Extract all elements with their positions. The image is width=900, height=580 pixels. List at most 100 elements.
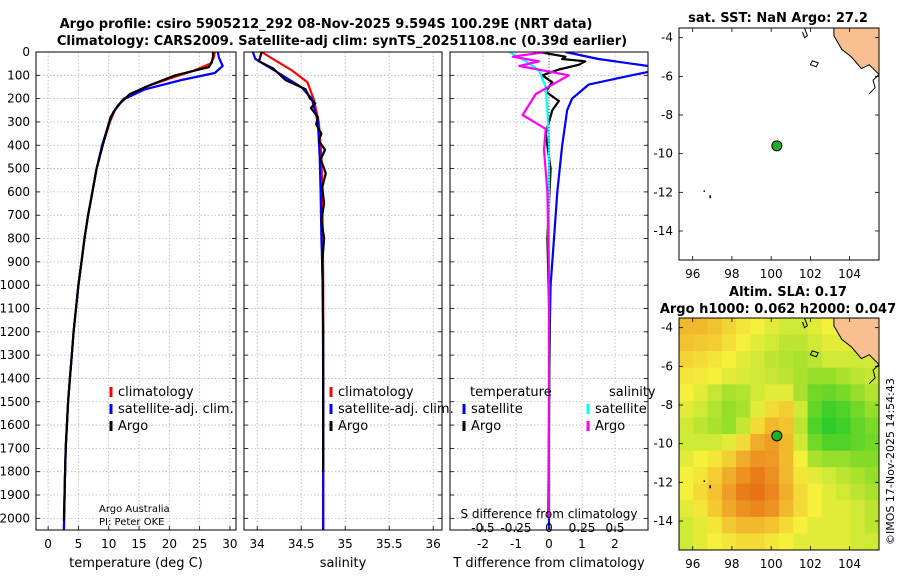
sla-cell bbox=[864, 400, 879, 419]
sla-cell bbox=[679, 318, 694, 336]
xtick-label: 30 bbox=[222, 537, 237, 551]
sla-cell bbox=[807, 334, 823, 352]
sla-cell bbox=[764, 467, 780, 485]
legend-label: Argo bbox=[471, 419, 501, 434]
sla-cell bbox=[836, 351, 851, 369]
plot-frame bbox=[35, 51, 237, 531]
xtick-label: 0 bbox=[545, 537, 553, 551]
sla-cell bbox=[679, 450, 694, 468]
sla-cell bbox=[793, 483, 809, 501]
sla-cell bbox=[679, 516, 694, 535]
map-body bbox=[679, 318, 879, 550]
sla-cell bbox=[821, 434, 837, 452]
sla-cell bbox=[864, 450, 879, 468]
sla-cell bbox=[807, 483, 823, 501]
sla-cell bbox=[764, 417, 780, 435]
ytick-label: -12 bbox=[653, 475, 673, 489]
sla-cell bbox=[693, 384, 709, 402]
island bbox=[703, 480, 706, 482]
sla-cell bbox=[836, 384, 851, 402]
xtick-label: 34.5 bbox=[288, 537, 315, 551]
legend-label: climatology bbox=[338, 385, 414, 400]
top-xtick-label: 0.25 bbox=[569, 521, 596, 535]
ytick-label: -10 bbox=[653, 437, 673, 451]
sla-cell bbox=[793, 351, 809, 369]
xtick-label: 2 bbox=[611, 537, 619, 551]
sla-cell bbox=[850, 533, 866, 550]
sla-cell bbox=[821, 450, 837, 468]
xtick-label: 35 bbox=[338, 537, 353, 551]
grid bbox=[244, 51, 442, 530]
sla-cell bbox=[793, 516, 809, 535]
sla-cell bbox=[679, 384, 694, 402]
ytick-label: 200 bbox=[7, 92, 30, 106]
float-position-marker bbox=[771, 140, 783, 152]
header-line1: Argo profile: csiro 5905212_292 08-Nov-2… bbox=[60, 17, 593, 32]
legend-title-temperature: temperature bbox=[470, 385, 552, 400]
sla-cell bbox=[821, 384, 837, 402]
series-climatology bbox=[261, 52, 325, 530]
island bbox=[809, 60, 819, 68]
credit-line1: Argo Australia bbox=[99, 504, 170, 515]
xtick-label: 20 bbox=[162, 537, 177, 551]
sla-cell bbox=[864, 434, 879, 452]
sla-cell bbox=[679, 367, 694, 385]
xtick-label: 102 bbox=[799, 557, 822, 571]
credit-line2: PI: Peter OKE bbox=[99, 517, 164, 528]
ytick-label: 1600 bbox=[0, 418, 30, 432]
sla-cell bbox=[736, 384, 751, 402]
legend-label: Argo bbox=[338, 419, 368, 434]
sla-cell bbox=[779, 450, 794, 468]
xtick-label: 36 bbox=[426, 537, 441, 551]
sla-cell bbox=[779, 318, 794, 336]
sla-cell bbox=[821, 400, 837, 419]
series-t-satellite bbox=[547, 52, 648, 530]
sla-cell bbox=[707, 467, 723, 485]
sla-cell bbox=[821, 417, 837, 435]
xtick-label: 15 bbox=[131, 537, 146, 551]
sla-cell bbox=[750, 318, 766, 336]
sla-cell bbox=[807, 450, 823, 468]
sla-cell bbox=[707, 367, 723, 385]
sla-cell bbox=[836, 533, 851, 550]
sla-cell bbox=[764, 400, 780, 419]
sla-cell bbox=[707, 500, 723, 518]
sla-cell bbox=[793, 318, 809, 336]
island bbox=[802, 318, 809, 329]
sla-cell bbox=[750, 384, 766, 402]
legend-label: satellite bbox=[471, 402, 523, 417]
ytick-label: 1500 bbox=[0, 395, 30, 409]
ytick-label: -4 bbox=[661, 321, 673, 335]
imos-watermark: ©IMOS 17-Nov-2025 14:54:43 bbox=[884, 378, 897, 545]
coastline bbox=[868, 364, 879, 385]
ytick-label: 100 bbox=[7, 68, 30, 82]
sla-cell bbox=[850, 434, 866, 452]
xtick-label: -1 bbox=[510, 537, 522, 551]
sla-cell bbox=[779, 516, 794, 535]
sla-cell bbox=[821, 318, 837, 336]
series-satellite-adj-clim- bbox=[251, 52, 325, 530]
sla-cell bbox=[736, 467, 751, 485]
sla-cell bbox=[821, 533, 837, 550]
xtick-label: 10 bbox=[101, 537, 116, 551]
ytick-label: 600 bbox=[7, 185, 30, 199]
sla-cell bbox=[850, 500, 866, 518]
sla-cell bbox=[836, 467, 851, 485]
sla-cell bbox=[764, 384, 780, 402]
sla-cell bbox=[779, 417, 794, 435]
sla-cell bbox=[707, 318, 723, 336]
sst-map-panel: 96 98 100 102 104 -4 -6 -8 -10 -12 -14 sat. SST: Na… bbox=[653, 11, 880, 281]
sla-cell bbox=[793, 467, 809, 485]
sla-cell bbox=[707, 417, 723, 435]
island bbox=[703, 190, 706, 192]
sla-cell bbox=[707, 400, 723, 419]
map-frame bbox=[678, 317, 880, 551]
ytick-label: 2000 bbox=[0, 511, 30, 525]
sla-cell bbox=[750, 351, 766, 369]
xtick-label: 104 bbox=[838, 267, 861, 281]
sla-cell bbox=[736, 434, 751, 452]
sla-cell bbox=[693, 467, 709, 485]
legend-label: climatology bbox=[118, 385, 194, 400]
sla-cell bbox=[821, 483, 837, 501]
sla-cell bbox=[721, 533, 737, 550]
